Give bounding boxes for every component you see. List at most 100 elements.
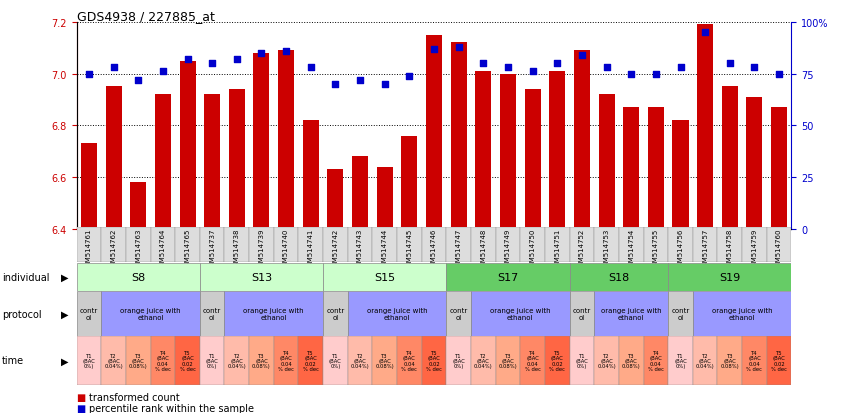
Point	[723, 61, 737, 67]
Text: T3
(BAC
0.08%): T3 (BAC 0.08%)	[129, 353, 147, 368]
Bar	[643, 227, 668, 262]
Text: orange juice with
ethanol: orange juice with ethanol	[601, 307, 661, 320]
Bar	[594, 336, 619, 385]
Text: protocol: protocol	[2, 309, 42, 319]
Point	[279, 48, 293, 55]
Text: T4
(BAC
0.04
% dec: T4 (BAC 0.04 % dec	[746, 350, 762, 371]
Bar	[426, 36, 442, 229]
Text: T1
(BAC
0%): T1 (BAC 0%)	[329, 353, 342, 368]
Text: T4
(BAC
0.04
% dec: T4 (BAC 0.04 % dec	[648, 350, 664, 371]
Point	[600, 65, 614, 71]
Text: T4
(BAC
0.04
% dec: T4 (BAC 0.04 % dec	[155, 350, 171, 371]
Bar	[101, 227, 126, 262]
Bar	[175, 336, 200, 385]
Text: contr
ol: contr ol	[449, 307, 468, 320]
Bar	[668, 227, 693, 262]
Text: T5
(BAC
0.02
% dec: T5 (BAC 0.02 % dec	[303, 350, 319, 371]
Point	[131, 77, 145, 84]
Point	[156, 69, 169, 76]
Text: orange juice with
ethanol: orange juice with ethanol	[243, 307, 304, 320]
Bar	[545, 227, 569, 262]
Text: orange juice with
ethanol: orange juice with ethanol	[711, 307, 773, 320]
Bar	[598, 95, 614, 229]
Text: GSM514741: GSM514741	[308, 228, 314, 271]
Bar	[717, 336, 742, 385]
Bar	[771, 108, 787, 229]
Point	[180, 57, 194, 63]
Bar	[402, 136, 417, 229]
Bar	[81, 144, 97, 229]
Bar	[471, 291, 569, 337]
Bar	[446, 227, 471, 262]
Point	[353, 77, 367, 84]
Text: individual: individual	[2, 272, 49, 282]
Bar	[471, 336, 495, 385]
Bar	[77, 263, 200, 291]
Bar	[717, 227, 742, 262]
Bar	[574, 51, 590, 229]
Bar	[569, 336, 594, 385]
Point	[205, 61, 219, 67]
Text: GSM514742: GSM514742	[333, 228, 339, 271]
Bar	[722, 87, 738, 229]
Text: ■: ■	[77, 403, 86, 413]
Point	[378, 81, 391, 88]
Text: GSM514765: GSM514765	[185, 228, 191, 271]
Text: T3
(BAC
0.08%): T3 (BAC 0.08%)	[721, 353, 740, 368]
Bar	[323, 227, 348, 262]
Bar	[229, 90, 245, 229]
Point	[699, 30, 712, 36]
Bar	[697, 25, 713, 229]
Point	[427, 46, 441, 53]
Bar	[693, 336, 717, 385]
Bar	[594, 291, 668, 337]
Bar	[422, 336, 446, 385]
Bar	[155, 95, 171, 229]
Text: S17: S17	[497, 272, 518, 282]
Text: T2
(BAC
0.04%): T2 (BAC 0.04%)	[227, 353, 246, 368]
Text: T2
(BAC
0.04%): T2 (BAC 0.04%)	[474, 353, 493, 368]
Bar	[352, 157, 368, 229]
Bar	[249, 227, 274, 262]
Point	[106, 65, 120, 71]
Point	[773, 71, 786, 78]
Bar	[668, 336, 693, 385]
Point	[82, 71, 95, 78]
Text: T1
(BAC
0%): T1 (BAC 0%)	[206, 353, 219, 368]
Bar	[693, 227, 717, 262]
Bar	[619, 336, 643, 385]
Text: GSM514746: GSM514746	[431, 228, 437, 271]
Bar	[495, 336, 520, 385]
Bar	[471, 227, 495, 262]
Point	[551, 61, 564, 67]
Text: T2
(BAC
0.04%): T2 (BAC 0.04%)	[351, 353, 369, 368]
Text: GSM514763: GSM514763	[135, 228, 141, 271]
Text: S15: S15	[374, 272, 395, 282]
Bar	[623, 108, 639, 229]
Text: contr
ol: contr ol	[573, 307, 591, 320]
Bar	[446, 263, 569, 291]
Bar	[204, 95, 220, 229]
Text: T4
(BAC
0.04
% dec: T4 (BAC 0.04 % dec	[524, 350, 540, 371]
Bar	[151, 227, 175, 262]
Text: GSM514744: GSM514744	[382, 228, 388, 271]
Bar	[130, 183, 146, 229]
Text: T5
(BAC
0.02
% dec: T5 (BAC 0.02 % dec	[426, 350, 442, 371]
Text: T2
(BAC
0.04%): T2 (BAC 0.04%)	[597, 353, 616, 368]
Point	[748, 65, 762, 71]
Text: GSM514737: GSM514737	[209, 228, 215, 271]
Bar	[524, 90, 540, 229]
Text: orange juice with
ethanol: orange juice with ethanol	[490, 307, 551, 320]
Text: contr
ol: contr ol	[80, 307, 98, 320]
Bar	[422, 227, 446, 262]
Bar	[746, 97, 762, 229]
Text: GSM514754: GSM514754	[628, 228, 634, 271]
Bar	[545, 336, 569, 385]
Text: contr
ol: contr ol	[671, 307, 689, 320]
Text: T1
(BAC
0%): T1 (BAC 0%)	[674, 353, 687, 368]
Point	[575, 52, 589, 59]
Bar	[643, 336, 668, 385]
Bar	[520, 336, 545, 385]
Bar	[225, 227, 249, 262]
Point	[477, 61, 490, 67]
